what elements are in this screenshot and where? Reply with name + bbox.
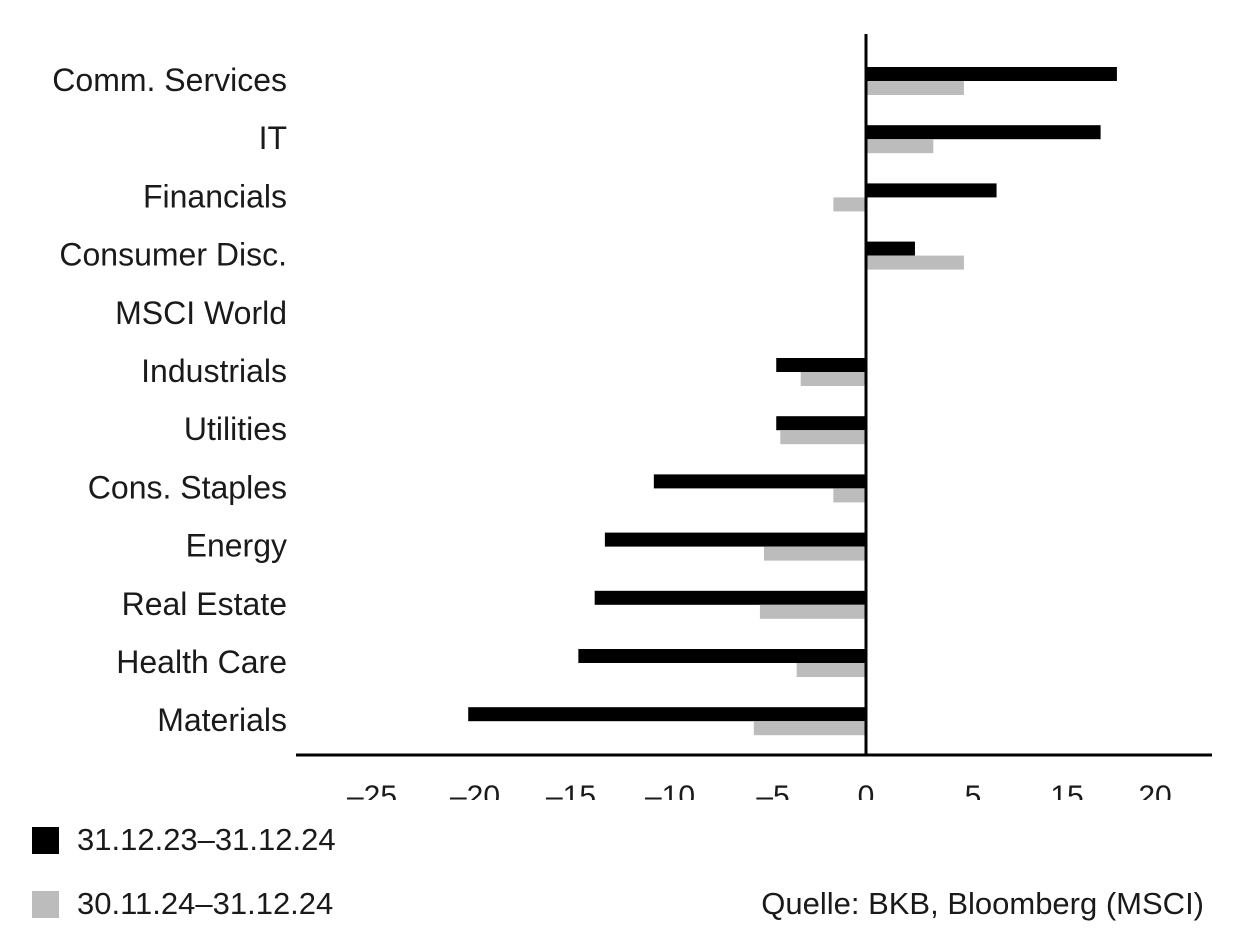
bar-series-1-consumer-disc [866,241,915,256]
x-tick-label: –20 [450,780,500,800]
x-tick-label: –25 [347,780,397,800]
category-label: Cons. Staples [88,469,287,505]
category-label: Consumer Disc. [59,237,287,273]
bar-series-1-comm-services [866,67,1117,81]
category-label: Industrials [141,353,287,389]
category-label: Real Estate [122,586,287,622]
category-label: Materials [157,702,287,738]
bar-series-2-industrials [800,372,866,386]
bar-series-1-financials [866,183,997,198]
source-note: Quelle: BKB, Bloomberg (MSCI) [761,886,1204,921]
legend-item-series-1: 31.12.23–31.12.24 [32,822,336,858]
category-label: MSCI World [115,295,287,331]
category-label: Comm. Services [52,62,287,98]
x-tick-label: 0 [858,780,875,800]
bar-series-1-it [866,125,1101,140]
sector-performance-chart: Comm. Services IT Financials Consumer Disc.… [52,34,1212,800]
bar-series-1-industrials [776,358,866,372]
bar-series-2-materials [753,721,866,736]
bar-series-2-health-care [796,663,866,677]
x-tick-label: 5 [965,780,982,800]
bar-series-2-comm-services [866,81,964,95]
bar-series-1-real-estate [594,590,866,605]
x-tick-labels: –25 –20 –15 –10 –5 0 5 15 20 [347,780,1172,800]
category-label: Energy [186,528,287,564]
bar-series-1-cons-staples [653,474,866,489]
bar-series-2-real-estate [759,604,866,619]
bar-series-2-cons-staples [833,488,866,503]
x-tick-label: 20 [1138,780,1171,800]
x-tick-label: –10 [645,780,695,800]
bar-series-1-materials [468,707,866,722]
bar-series-2-energy [764,546,866,561]
category-label: Utilities [184,411,287,447]
category-labels: Comm. Services IT Financials Consumer Disc.… [52,62,287,738]
category-label: IT [259,120,287,156]
bar-series-2-utilities [780,430,866,445]
bar-series-1-utilities [776,416,866,431]
legend-swatch-series-1 [32,826,59,854]
legend-label-series-2: 30.11.24–31.12.24 [77,886,334,921]
category-label: Financials [143,178,287,214]
bar-series-1-energy [604,532,866,547]
x-tick-label: –5 [756,780,789,800]
legend-item-series-2: 30.11.24–31.12.24 [32,886,333,922]
legend-label-series-1: 31.12.23–31.12.24 [77,822,336,857]
x-tick-label: –15 [546,780,596,800]
legend-swatch-series-2 [32,890,59,918]
bar-series-2-financials [833,197,866,212]
x-tick-label: 15 [1050,780,1083,800]
category-label: Health Care [116,644,287,680]
bar-series-2-it [866,139,934,154]
bars-group [468,67,1117,736]
bar-series-2-consumer-disc [866,255,964,270]
bar-series-1-health-care [578,649,866,663]
